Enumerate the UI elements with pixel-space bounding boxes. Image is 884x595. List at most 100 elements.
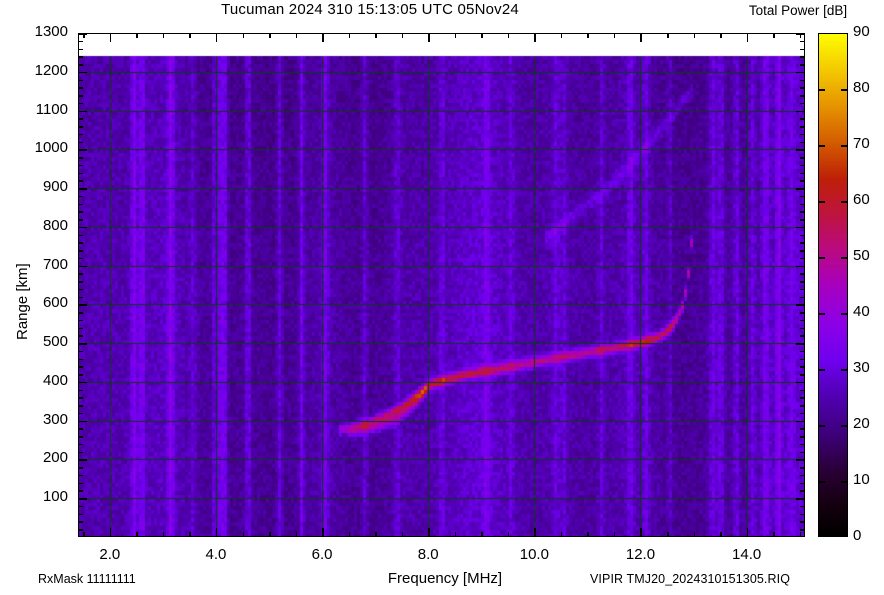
y-minor-tick <box>800 203 805 206</box>
x-minor-tick <box>162 33 165 38</box>
x-tick-mark <box>322 528 324 537</box>
x-minor-tick <box>773 33 775 38</box>
x-minor-tick <box>401 33 404 38</box>
y-minor-tick <box>78 482 83 485</box>
y-minor-tick <box>78 428 83 430</box>
x-tick-mark <box>640 33 642 42</box>
y-minor-tick <box>800 40 805 43</box>
y-tick-label: 1000 <box>34 139 68 157</box>
y-minor-tick <box>78 273 83 275</box>
colorbar-tick-label: 60 <box>853 191 870 208</box>
y-minor-tick <box>78 95 83 97</box>
y-minor-tick <box>800 366 805 368</box>
y-minor-tick <box>800 281 805 283</box>
x-tick-mark <box>746 33 749 42</box>
y-minor-tick <box>78 335 83 337</box>
x-tick-mark <box>640 528 642 537</box>
x-minor-tick <box>348 532 351 537</box>
y-minor-tick <box>78 467 83 469</box>
y-minor-tick <box>800 467 805 469</box>
y-tick-mark <box>796 149 805 151</box>
y-tick-mark <box>78 420 87 423</box>
y-minor-tick <box>78 350 83 353</box>
x-minor-tick <box>269 532 271 537</box>
y-tick-mark <box>78 343 87 345</box>
y-minor-tick <box>800 172 805 175</box>
x-minor-tick <box>587 532 589 537</box>
y-tick-mark <box>796 110 805 113</box>
x-tick-mark <box>534 33 536 42</box>
y-tick-mark <box>78 459 87 461</box>
y-minor-tick <box>78 505 83 508</box>
x-minor-tick <box>162 532 165 537</box>
y-minor-tick <box>78 374 83 376</box>
x-minor-tick <box>295 33 298 38</box>
y-minor-tick <box>78 529 83 531</box>
colorbar-gradient[interactable] <box>818 33 848 537</box>
y-tick-mark <box>78 226 87 229</box>
x-minor-tick <box>693 33 696 38</box>
y-minor-tick <box>78 203 83 206</box>
y-minor-tick <box>800 288 805 291</box>
ionogram-heatmap[interactable] <box>78 33 805 537</box>
instrument-file-label: VIPIR TMJ20_2024310151305.RIQ <box>590 572 791 586</box>
y-minor-tick <box>800 529 805 531</box>
colorbar-tick-mark <box>818 201 825 203</box>
colorbar-tick-mark <box>818 89 825 91</box>
colorbar-tick-label: 90 <box>853 23 870 40</box>
y-minor-tick <box>78 397 83 399</box>
y-tick-mark <box>78 33 87 35</box>
y-tick-mark <box>796 420 805 423</box>
y-minor-tick <box>800 428 805 430</box>
y-minor-tick <box>800 79 805 82</box>
y-minor-tick <box>800 397 805 399</box>
y-minor-tick <box>800 234 805 237</box>
x-minor-tick <box>587 33 589 38</box>
y-tick-mark <box>796 381 805 384</box>
y-tick-mark <box>796 304 805 306</box>
y-tick-label: 1100 <box>35 100 68 118</box>
colorbar-tick-mark <box>841 313 848 315</box>
y-minor-tick <box>78 40 83 43</box>
colorbar-tick-label: 50 <box>853 247 870 264</box>
rxmask-label: RxMask 11111111 <box>38 572 136 586</box>
y-minor-tick <box>78 312 83 314</box>
y-tick-mark <box>78 188 87 190</box>
y-minor-tick <box>78 296 83 299</box>
colorbar-tick-mark <box>841 257 848 259</box>
x-tick-mark <box>109 528 112 537</box>
y-minor-tick <box>78 56 83 58</box>
y-minor-tick <box>800 412 805 415</box>
y-minor-tick <box>78 164 83 167</box>
y-minor-tick <box>800 219 805 221</box>
x-tick-label: 2.0 <box>99 546 121 563</box>
x-minor-tick <box>507 33 510 38</box>
x-tick-mark <box>534 528 536 537</box>
y-tick-mark <box>796 265 805 268</box>
x-minor-tick <box>83 33 85 38</box>
page-title: Tucuman 2024 310 15:13:05 UTC 05Nov24 <box>221 1 519 18</box>
y-minor-tick <box>78 490 83 492</box>
y-tick-mark <box>78 149 87 151</box>
y-minor-tick <box>800 64 805 66</box>
colorbar-tick-mark <box>818 481 825 483</box>
y-minor-tick <box>800 133 805 136</box>
x-minor-tick <box>693 532 696 537</box>
y-minor-tick <box>800 358 805 361</box>
y-tick-mark <box>796 459 805 461</box>
x-tick-label: 12.0 <box>625 546 656 563</box>
y-minor-tick <box>78 451 83 454</box>
y-minor-tick <box>800 350 805 353</box>
y-minor-tick <box>800 126 805 128</box>
y-minor-tick <box>800 319 805 322</box>
y-minor-tick <box>78 211 83 213</box>
colorbar-tick-label: 40 <box>853 303 870 320</box>
y-tick-label: 700 <box>42 255 68 273</box>
y-minor-tick <box>800 327 805 330</box>
colorbar-tick-mark <box>841 89 848 91</box>
y-minor-tick <box>78 64 83 66</box>
x-minor-tick <box>375 33 377 38</box>
x-tick-mark <box>109 33 112 42</box>
y-tick-mark <box>796 188 805 190</box>
y-tick-mark <box>78 265 87 268</box>
